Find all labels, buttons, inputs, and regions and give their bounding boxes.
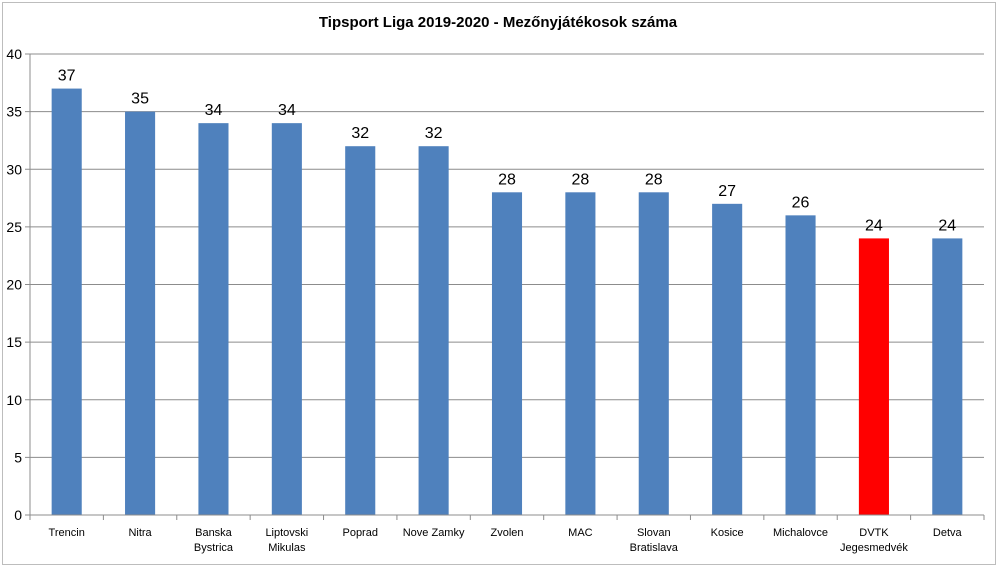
x-tick-label: Nitra	[128, 527, 152, 539]
data-label: 37	[58, 68, 76, 85]
bar	[418, 146, 449, 515]
bar	[125, 111, 156, 515]
data-label: 34	[278, 102, 296, 119]
bars	[51, 88, 963, 516]
bar	[785, 215, 816, 515]
bar	[858, 238, 889, 515]
bar	[638, 192, 669, 516]
x-tick-label: MAC	[568, 527, 593, 539]
data-label: 24	[938, 217, 956, 234]
x-tick-label: Michalovce	[773, 527, 828, 539]
bar	[198, 123, 229, 516]
y-tick-label: 30	[6, 161, 22, 177]
x-tick-label: Kosice	[711, 527, 744, 539]
data-label: 35	[131, 91, 149, 108]
bar	[932, 238, 963, 515]
bar	[565, 192, 596, 516]
y-tick-label: 0	[14, 507, 22, 523]
data-label: 28	[498, 171, 516, 188]
bar	[271, 123, 302, 516]
data-label: 24	[865, 217, 883, 234]
x-tick-label: Liptovski Mikulas	[265, 527, 308, 554]
data-labels: 37 35 34 34 32 32 28 28 28 27 26 24 24	[58, 68, 957, 235]
y-tick-label: 5	[14, 449, 22, 465]
y-tick-label: 40	[6, 46, 22, 62]
x-tick-label: Detva	[933, 527, 963, 539]
data-label: 32	[425, 125, 443, 142]
data-label: 34	[205, 102, 223, 119]
x-tick-label: Banska Bystrica	[194, 527, 234, 554]
bar	[51, 88, 82, 515]
data-label: 32	[351, 125, 369, 142]
y-axis: 0 5 10 15 20 25 30 35 40	[6, 46, 31, 523]
data-label: 28	[571, 171, 589, 188]
y-tick-label: 20	[6, 277, 22, 293]
data-label: 28	[645, 171, 663, 188]
bar	[345, 146, 376, 515]
data-label: 26	[792, 194, 810, 211]
y-tick-label: 10	[6, 392, 22, 408]
data-label: 27	[718, 183, 736, 200]
x-tick-label: DVTK Jegesmedvék	[840, 527, 908, 554]
bar	[491, 192, 523, 516]
y-tick-label: 35	[6, 104, 22, 120]
y-tick-label: 25	[6, 219, 22, 235]
x-tick-label: Trencin	[49, 527, 85, 539]
chart-title: Tipsport Liga 2019-2020 - Mezőnyjátékoso…	[319, 14, 678, 31]
x-axis: Trencin Nitra Banska Bystrica Liptovski Mikul…	[29, 514, 985, 554]
y-tick-label: 15	[6, 334, 22, 350]
x-tick-label: Poprad	[342, 527, 377, 539]
bar	[712, 203, 743, 515]
x-tick-label: Zvolen	[490, 527, 523, 539]
x-tick-label: Nove Zamky	[403, 527, 465, 539]
x-tick-label: Slovan Bratislava	[630, 527, 679, 554]
